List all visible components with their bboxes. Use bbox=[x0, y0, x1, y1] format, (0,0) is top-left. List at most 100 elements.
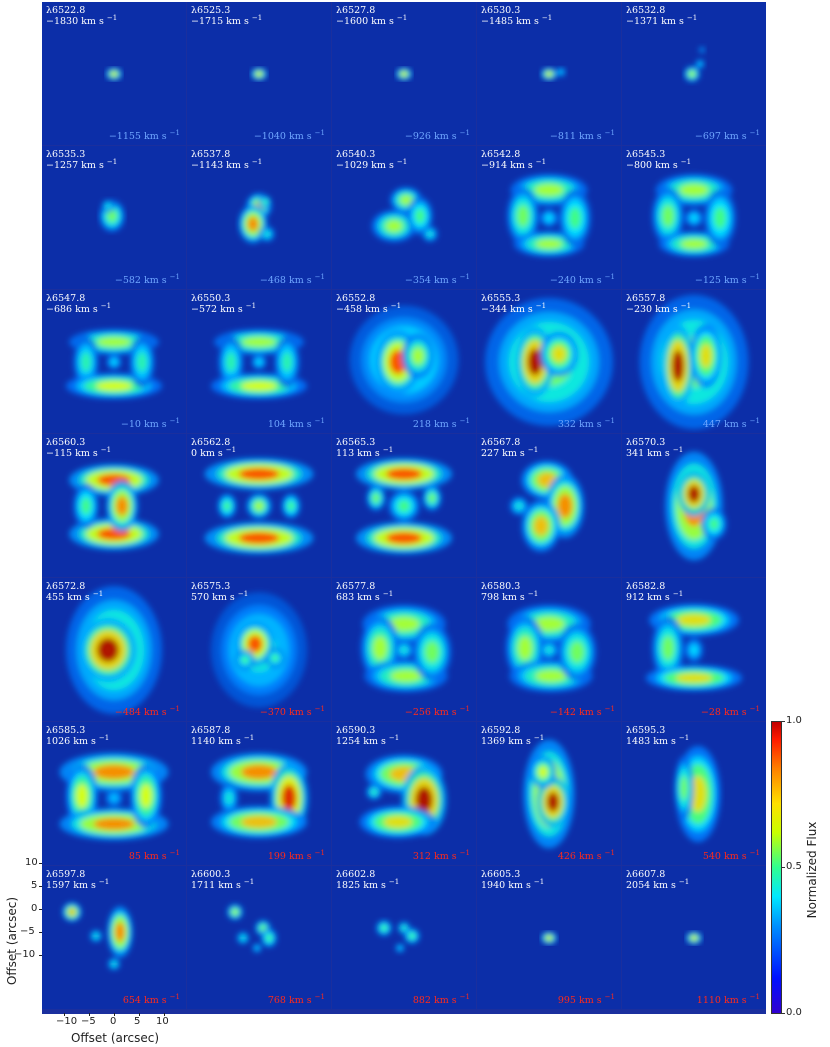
emission-image bbox=[684, 46, 706, 82]
wavelength-label: λ6600.3 bbox=[191, 869, 231, 880]
colorbar-tick bbox=[782, 867, 785, 868]
emission-image bbox=[541, 931, 557, 945]
y-axis-label: Offset (arcsec) bbox=[5, 896, 19, 986]
channel-panel: λ6535.3 −1257 km s −1 −582 km s −1 bbox=[42, 146, 186, 289]
wavelength-label: λ6550.3 bbox=[191, 293, 231, 304]
colorbar-tick bbox=[782, 721, 785, 722]
emission-image bbox=[541, 67, 566, 81]
wavelength-label: λ6607.8 bbox=[626, 869, 666, 880]
colorbar-tick-label: 0.0 bbox=[786, 1007, 802, 1018]
emission-image bbox=[251, 67, 267, 81]
y-tick-label: −5 bbox=[20, 926, 35, 937]
relative-velocity-label: 654 km s −1 bbox=[122, 993, 180, 1007]
relative-velocity-label: 85 km s −1 bbox=[128, 849, 180, 863]
channel-panel: λ6577.8 683 km s −1 −256 km s −1 bbox=[332, 578, 476, 721]
wavelength-label: λ6527.8 bbox=[336, 5, 376, 16]
channel-panel: λ6607.8 2054 km s −1 1110 km s −1 bbox=[622, 866, 766, 1009]
relative-velocity-label: −811 km s −1 bbox=[549, 129, 615, 143]
x-tick-label: 5 bbox=[134, 1016, 141, 1027]
wavelength-label: λ6562.8 bbox=[191, 437, 231, 448]
relative-velocity-label: 332 km s −1 bbox=[557, 417, 615, 431]
emission-image bbox=[66, 329, 162, 399]
channel-panel: λ6587.8 1140 km s −1 199 km s −1 bbox=[187, 722, 331, 865]
wavelength-label: λ6597.8 bbox=[46, 869, 86, 880]
emission-image bbox=[371, 187, 438, 242]
wavelength-label: λ6555.3 bbox=[481, 293, 521, 304]
wavelength-label: λ6567.8 bbox=[481, 437, 521, 448]
relative-velocity-label: −354 km s −1 bbox=[404, 273, 470, 287]
emission-image bbox=[211, 752, 309, 838]
velocity-label: −115 km s −1 bbox=[46, 446, 112, 460]
channel-panel: λ6595.3 1483 km s −1 540 km s −1 bbox=[622, 722, 766, 865]
relative-velocity-label: −1040 km s −1 bbox=[253, 129, 325, 143]
channel-panel: λ6582.8 912 km s −1 −28 km s −1 bbox=[622, 578, 766, 721]
relative-velocity-label: 312 km s −1 bbox=[412, 849, 470, 863]
x-tick-label: 0 bbox=[110, 1016, 117, 1027]
relative-velocity-label: 426 km s −1 bbox=[557, 849, 615, 863]
emission-image bbox=[652, 174, 736, 257]
emission-image bbox=[507, 174, 591, 257]
channel-panel: λ6605.3 1940 km s −1 995 km s −1 bbox=[477, 866, 621, 1009]
wavelength-label: λ6535.3 bbox=[46, 149, 86, 160]
x-axis-label: Offset (arcsec) bbox=[70, 1031, 160, 1045]
velocity-label: 1940 km s −1 bbox=[481, 878, 545, 892]
wavelength-label: λ6537.8 bbox=[191, 149, 231, 160]
x-tick-label: −5 bbox=[81, 1016, 96, 1027]
wavelength-label: λ6572.8 bbox=[46, 581, 86, 592]
relative-velocity-label: −10 km s −1 bbox=[120, 417, 180, 431]
velocity-label: 570 km s −1 bbox=[191, 590, 249, 604]
x-tick-label: 10 bbox=[156, 1016, 169, 1027]
channel-panel: λ6527.8 −1600 km s −1 −926 km s −1 bbox=[332, 2, 476, 145]
velocity-label: −1715 km s −1 bbox=[191, 14, 263, 28]
channel-panel: λ6547.8 −686 km s −1 −10 km s −1 bbox=[42, 290, 186, 433]
velocity-label: 912 km s −1 bbox=[626, 590, 684, 604]
emission-image bbox=[686, 931, 702, 945]
velocity-label: −1371 km s −1 bbox=[626, 14, 698, 28]
velocity-label: −1485 km s −1 bbox=[481, 14, 553, 28]
wavelength-label: λ6547.8 bbox=[46, 293, 86, 304]
channel-panel: λ6562.8 0 km s −1 bbox=[187, 434, 331, 577]
wavelength-label: λ6540.3 bbox=[336, 149, 376, 160]
colorbar-title: Normalized Flux bbox=[805, 821, 819, 919]
relative-velocity-label: 882 km s −1 bbox=[412, 993, 470, 1007]
emission-image bbox=[99, 199, 125, 232]
wavelength-label: λ6580.3 bbox=[481, 581, 521, 592]
relative-velocity-label: 218 km s −1 bbox=[412, 417, 470, 431]
wavelength-label: λ6565.3 bbox=[336, 437, 376, 448]
velocity-label: 683 km s −1 bbox=[336, 590, 394, 604]
velocity-label: 798 km s −1 bbox=[481, 590, 539, 604]
relative-velocity-label: −370 km s −1 bbox=[259, 705, 325, 719]
wavelength-label: λ6525.3 bbox=[191, 5, 231, 16]
velocity-label: −230 km s −1 bbox=[626, 302, 692, 316]
wavelength-label: λ6592.8 bbox=[481, 725, 521, 736]
emission-image bbox=[227, 904, 277, 953]
channel-panel: λ6602.8 1825 km s −1 882 km s −1 bbox=[332, 866, 476, 1009]
channel-panel: λ6545.3 −800 km s −1 −125 km s −1 bbox=[622, 146, 766, 289]
emission-image bbox=[211, 592, 307, 708]
relative-velocity-label: −697 km s −1 bbox=[694, 129, 760, 143]
x-tick-label: −10 bbox=[56, 1016, 78, 1027]
velocity-label: −800 km s −1 bbox=[626, 158, 692, 172]
relative-velocity-label: 199 km s −1 bbox=[267, 849, 325, 863]
emission-image bbox=[69, 464, 159, 550]
wavelength-label: λ6595.3 bbox=[626, 725, 666, 736]
velocity-label: 2054 km s −1 bbox=[626, 878, 690, 892]
emission-image bbox=[349, 305, 459, 415]
wavelength-label: λ6552.8 bbox=[336, 293, 376, 304]
relative-velocity-label: 768 km s −1 bbox=[267, 993, 325, 1007]
emission-image bbox=[646, 604, 742, 691]
velocity-label: 1254 km s −1 bbox=[336, 734, 400, 748]
relative-velocity-label: 447 km s −1 bbox=[702, 417, 760, 431]
channel-panel: λ6522.8 −1830 km s −1 −1155 km s −1 bbox=[42, 2, 186, 145]
channel-panel: λ6557.8 −230 km s −1 447 km s −1 bbox=[622, 290, 766, 433]
y-tick-label: 10 bbox=[25, 857, 38, 868]
channel-panel: λ6552.8 −458 km s −1 218 km s −1 bbox=[332, 290, 476, 433]
colorbar-tick bbox=[782, 1013, 785, 1014]
relative-velocity-label: −142 km s −1 bbox=[549, 705, 615, 719]
wavelength-label: λ6542.8 bbox=[481, 149, 521, 160]
wavelength-label: λ6522.8 bbox=[46, 5, 86, 16]
velocity-label: 1483 km s −1 bbox=[626, 734, 690, 748]
relative-velocity-label: −125 km s −1 bbox=[694, 273, 760, 287]
wavelength-label: λ6590.3 bbox=[336, 725, 376, 736]
wavelength-label: λ6532.8 bbox=[626, 5, 666, 16]
